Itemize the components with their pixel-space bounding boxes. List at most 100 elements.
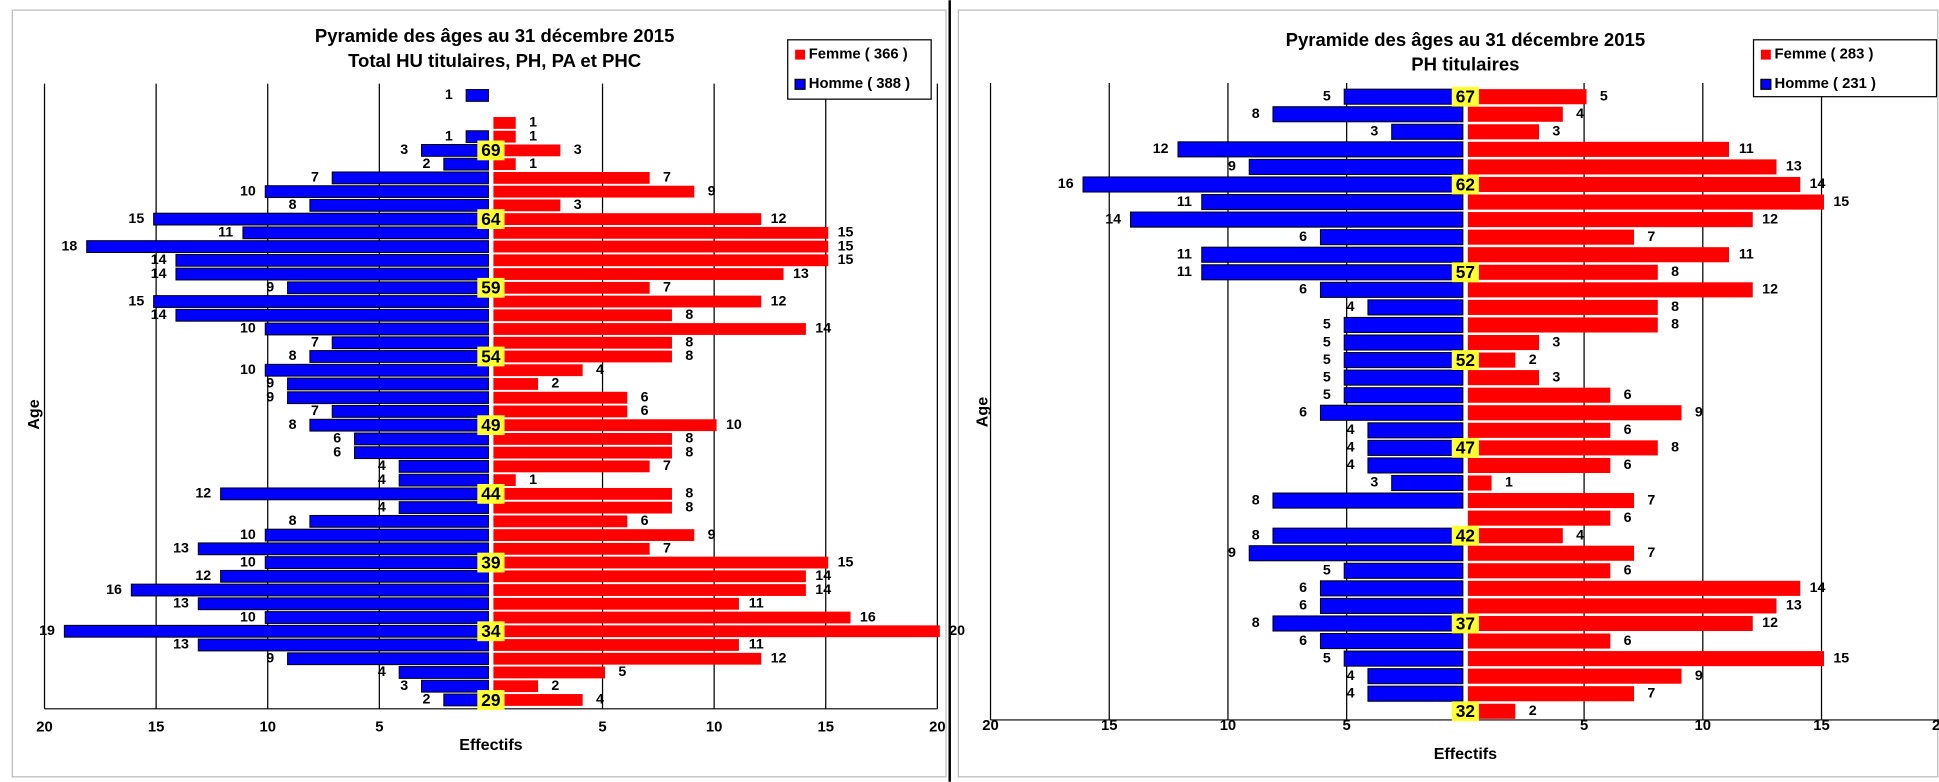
bar xyxy=(331,171,489,185)
x-axis-label: Effectifs xyxy=(459,736,522,754)
value-label: 16 xyxy=(860,609,876,625)
age-label: 39 xyxy=(481,552,500,572)
bar xyxy=(197,597,489,611)
value-label: 7 xyxy=(311,170,319,186)
age-label-box xyxy=(477,552,505,573)
bar xyxy=(493,323,806,335)
bar xyxy=(1201,194,1464,211)
age-label: 59 xyxy=(481,278,500,298)
age-label-box xyxy=(1451,437,1479,458)
value-label: 11 xyxy=(1739,246,1754,262)
value-label: 6 xyxy=(1624,387,1632,403)
bar xyxy=(242,226,489,240)
bar xyxy=(1319,597,1464,614)
bar xyxy=(1467,651,1824,667)
value-label: 8 xyxy=(685,348,693,364)
bar xyxy=(309,418,489,432)
bar xyxy=(398,666,489,679)
bar xyxy=(493,652,762,665)
value-label: 15 xyxy=(128,211,144,227)
value-label: 4 xyxy=(1347,668,1355,684)
bar xyxy=(465,130,489,144)
x-tick-label: 20 xyxy=(982,718,999,734)
bar xyxy=(493,680,539,693)
value-label: 3 xyxy=(400,678,408,694)
bar xyxy=(493,391,628,404)
bar xyxy=(264,528,489,542)
value-label: 1 xyxy=(529,115,537,131)
value-label: 2 xyxy=(551,376,559,392)
bar xyxy=(398,473,489,487)
bar xyxy=(1467,282,1753,298)
value-label: 5 xyxy=(1323,387,1331,403)
value-label: 13 xyxy=(1786,598,1802,614)
bar xyxy=(1467,440,1658,456)
bar xyxy=(1467,370,1540,386)
value-label: 8 xyxy=(685,334,693,350)
bar xyxy=(493,378,539,390)
bar xyxy=(1467,106,1563,122)
value-label: 8 xyxy=(1671,299,1679,315)
bar xyxy=(493,350,672,363)
bar xyxy=(1343,352,1464,369)
legend-label: Femme ( 283 ) xyxy=(1775,47,1874,63)
bar xyxy=(1272,492,1464,509)
value-label: 13 xyxy=(793,266,809,282)
value-label: 14 xyxy=(1810,580,1826,596)
value-label: 7 xyxy=(663,458,671,474)
value-label: 15 xyxy=(838,238,854,254)
age-label: 34 xyxy=(481,621,501,641)
age-label-box xyxy=(477,209,505,229)
x-axis-label: Effectifs xyxy=(1434,745,1497,763)
value-label: 13 xyxy=(173,596,189,612)
bar xyxy=(1367,685,1464,702)
bar xyxy=(1130,211,1464,228)
bar xyxy=(1467,317,1658,333)
value-label: 5 xyxy=(1323,650,1331,666)
age-label: 64 xyxy=(481,209,501,229)
bar xyxy=(153,212,489,226)
value-label: 8 xyxy=(685,431,693,447)
x-tick-label: 10 xyxy=(1220,718,1237,734)
value-label: 9 xyxy=(1695,668,1703,684)
bar xyxy=(309,514,489,528)
age-label-box xyxy=(1451,86,1479,107)
bar xyxy=(493,226,829,239)
age-label-box xyxy=(477,483,505,504)
value-label: 8 xyxy=(289,348,297,364)
value-label: 6 xyxy=(1299,229,1307,245)
bar xyxy=(264,322,489,336)
bar xyxy=(1467,299,1658,315)
bar xyxy=(197,542,489,556)
value-label: 5 xyxy=(1600,88,1608,104)
bar xyxy=(493,240,829,253)
chart-title: Pyramide des âges au 31 décembre 2015 xyxy=(315,25,675,46)
bar xyxy=(1467,159,1777,175)
bar xyxy=(1467,264,1658,280)
bar xyxy=(309,350,489,363)
y-axis-label: Age xyxy=(973,397,991,427)
bar xyxy=(130,583,489,597)
value-label: 3 xyxy=(574,197,582,213)
bar xyxy=(1467,352,1516,368)
bar xyxy=(493,597,739,610)
value-label: 5 xyxy=(1323,352,1331,368)
age-label: 44 xyxy=(481,484,501,504)
value-label: 9 xyxy=(1228,159,1236,175)
value-label: 4 xyxy=(1347,299,1355,315)
x-tick-label: 10 xyxy=(259,719,275,735)
bar xyxy=(175,267,489,281)
value-label: 1 xyxy=(529,156,537,172)
age-label: 47 xyxy=(1456,438,1475,458)
bar xyxy=(1082,176,1464,193)
value-label: 9 xyxy=(266,650,274,666)
bar xyxy=(493,542,650,555)
age-label-box xyxy=(1451,525,1479,546)
bar xyxy=(1272,615,1464,632)
bar xyxy=(1467,405,1682,421)
value-label: 11 xyxy=(1177,194,1192,210)
value-label: 8 xyxy=(1671,317,1679,333)
bar xyxy=(287,377,489,391)
value-label: 4 xyxy=(378,458,386,474)
age-label-box xyxy=(1451,174,1479,195)
